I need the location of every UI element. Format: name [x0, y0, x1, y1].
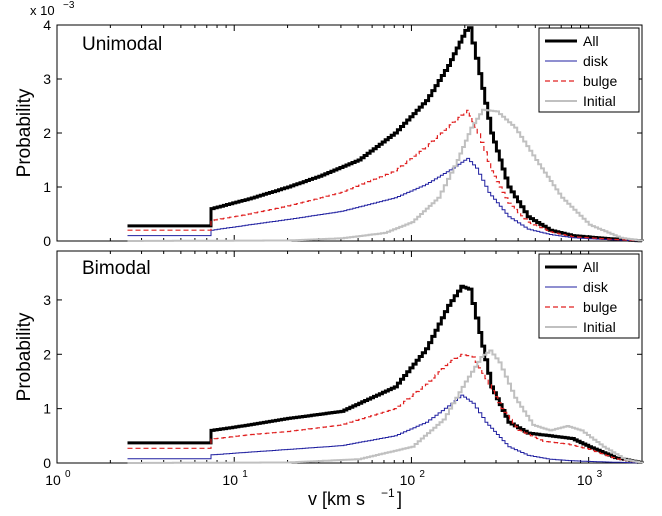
legend-label: disk	[583, 53, 609, 69]
y-tick-label: 2	[43, 346, 51, 362]
panel-title: Bimodal	[82, 258, 151, 279]
legend-label: bulge	[583, 299, 617, 315]
y-tick-label: 0	[43, 233, 51, 249]
svg-text:10: 10	[577, 472, 593, 488]
svg-text:10: 10	[222, 472, 238, 488]
series-line-bulge	[127, 109, 643, 242]
svg-text:]: ]	[397, 489, 402, 509]
y-axis-label: Probability	[14, 88, 35, 177]
svg-text:10: 10	[400, 472, 416, 488]
legend-label: disk	[583, 279, 609, 295]
panel-title: Unimodal	[82, 34, 162, 55]
svg-text:v [km s: v [km s	[308, 489, 365, 509]
y-scale-exponent: −3	[63, 0, 75, 11]
svg-text:−1: −1	[381, 486, 395, 500]
series-line-all	[127, 284, 644, 464]
y-scale-label: x 10	[30, 3, 55, 18]
series-line-initial	[127, 349, 643, 464]
x-tick-label: 10 3	[577, 469, 603, 488]
series-line-disk	[127, 394, 643, 464]
svg-text:0: 0	[65, 469, 71, 480]
x-tick-label: 10 2	[400, 469, 426, 488]
series-line-bulge	[127, 353, 643, 464]
y-tick-label: 3	[43, 292, 51, 308]
svg-text:1: 1	[242, 469, 248, 480]
y-tick-label: 2	[43, 125, 51, 141]
chart-panel-unimodal: Unimodal Probability 0 1 2 3 4 All disk bulge In…	[14, 17, 644, 249]
svg-text:3: 3	[597, 469, 603, 480]
y-tick-label: 1	[43, 179, 51, 195]
y-tick-label: 4	[43, 17, 51, 33]
y-tick-label: 3	[43, 71, 51, 87]
x-tick-label: 10 0	[45, 469, 71, 488]
svg-text:2: 2	[419, 469, 425, 480]
series-line-all	[127, 26, 644, 243]
legend-label: All	[583, 33, 599, 49]
series-line-disk	[127, 157, 643, 242]
legend-label: Initial	[583, 319, 616, 335]
legend	[538, 253, 640, 339]
x-axis-label: v [km s −1 ]	[308, 486, 402, 509]
y-axis-label: Probability	[14, 312, 35, 401]
legend-label: bulge	[583, 73, 617, 89]
y-tick-label: 1	[43, 401, 51, 417]
x-tick-label: 10 1	[222, 469, 248, 488]
chart-panel-bimodal: Bimodal Probability 0 1 2 3 All disk bulge Init…	[14, 250, 644, 471]
series-line-initial	[127, 108, 643, 242]
svg-text:10: 10	[45, 472, 61, 488]
y-tick-label: 0	[43, 455, 51, 471]
legend-label: All	[583, 259, 599, 275]
legend-label: Initial	[583, 93, 616, 109]
